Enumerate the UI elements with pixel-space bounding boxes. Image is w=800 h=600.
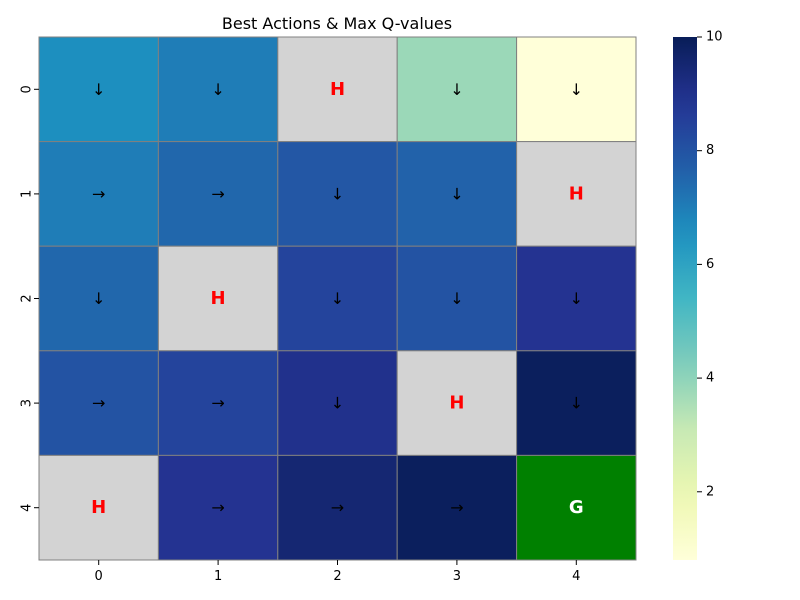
heatmap-cell-r0-c4	[516, 36, 637, 143]
colorbar-tick-label: 4	[706, 371, 714, 386]
hole-label: H	[211, 288, 226, 309]
action-arrow: ↓	[211, 80, 224, 99]
y-tick-label: 2	[20, 294, 35, 302]
x-tick-label: 4	[572, 569, 580, 584]
heatmap-cell-r0-c2	[277, 36, 398, 143]
action-arrow: ↓	[450, 289, 463, 308]
x-axis: 0 1 2 3 4	[95, 560, 580, 584]
action-arrow: →	[450, 498, 463, 517]
heatmap-cell-r3-c1	[157, 350, 279, 456]
heatmap-cell-r4-c1	[157, 454, 279, 561]
action-arrow: →	[92, 184, 105, 203]
action-arrow: →	[211, 184, 224, 203]
colorbar	[673, 37, 697, 560]
x-tick-label: 1	[214, 569, 222, 584]
y-axis: 0 1 2 3 4	[20, 85, 39, 512]
action-arrow: ↓	[570, 289, 583, 308]
action-arrow: →	[211, 394, 224, 413]
action-arrow: ↓	[331, 394, 344, 413]
y-tick-label: 1	[20, 190, 35, 198]
action-arrow: →	[92, 394, 105, 413]
hole-label: H	[569, 183, 584, 204]
heatmap-cell-r2-c4	[516, 245, 637, 352]
x-tick-label: 2	[333, 569, 341, 584]
action-arrow: ↓	[92, 289, 105, 308]
colorbar-tick-label: 6	[706, 257, 714, 272]
action-arrow: ↓	[450, 80, 463, 99]
x-tick-label: 0	[95, 569, 103, 584]
heatmap-cell-r2-c1	[157, 245, 279, 352]
action-arrow: ↓	[570, 80, 583, 99]
action-arrow: →	[211, 498, 224, 517]
heatmap-cell-r0-c1	[157, 36, 279, 143]
hole-label: H	[330, 79, 345, 100]
hole-label: H	[91, 497, 106, 518]
hole-label: H	[449, 393, 464, 414]
heatmap-cell-r2-c2	[277, 245, 398, 352]
heatmap-cell-r4-c0	[38, 454, 159, 561]
colorbar-axis: 2 4 6 8 10	[697, 30, 723, 499]
heatmap-cell-r4-c2	[277, 454, 398, 561]
heatmap-cell-r4-c4	[516, 454, 637, 561]
heatmap-cell-r3-c4	[516, 350, 637, 456]
action-arrow: ↓	[331, 289, 344, 308]
y-tick-label: 4	[20, 504, 35, 512]
action-arrow: ↓	[331, 184, 344, 203]
y-tick-label: 0	[20, 85, 35, 93]
heatmap-cell-r3-c3	[396, 350, 518, 456]
heatmap-cell-r2-c3	[396, 245, 518, 352]
heatmap-cell-r1-c0	[38, 141, 159, 247]
action-arrow: ↓	[450, 184, 463, 203]
heatmap-cell-r0-c0	[38, 36, 159, 143]
colorbar-tick-label: 10	[706, 30, 723, 45]
colorbar-tick-label: 8	[706, 143, 714, 158]
heatmap-cells: ↓ ↓ H ↓ ↓ → → ↓ ↓ H ↓ H ↓ ↓ ↓ → → ↓ H ↓ H → → → G	[38, 36, 637, 561]
colorbar-tick-label: 2	[706, 484, 714, 499]
chart-title: Best Actions & Max Q-values	[222, 14, 452, 33]
heatmap-cell-r0-c3	[396, 36, 518, 143]
goal-label: G	[569, 497, 584, 518]
action-arrow: →	[331, 498, 344, 517]
heatmap-cell-r3-c2	[277, 350, 398, 456]
heatmap-cell-r1-c4	[516, 141, 637, 247]
y-tick-label: 3	[20, 399, 35, 407]
action-arrow: ↓	[92, 80, 105, 99]
action-arrow: ↓	[570, 394, 583, 413]
heatmap-cell-r1-c2	[277, 141, 398, 247]
x-tick-label: 3	[453, 569, 461, 584]
